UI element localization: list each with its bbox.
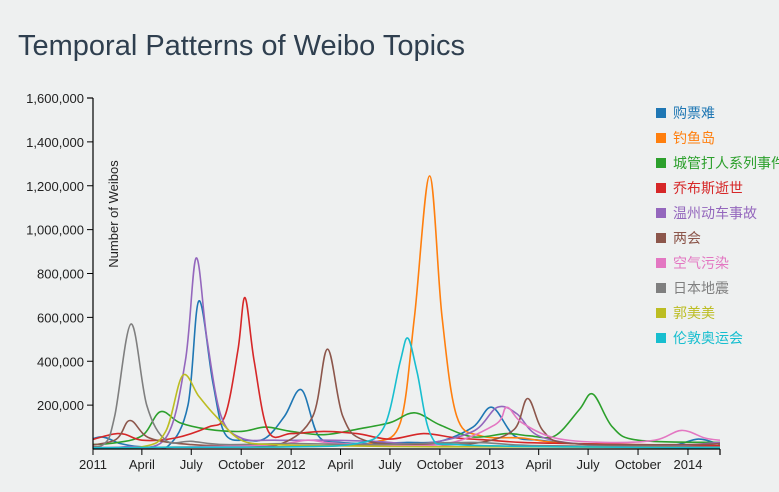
x-tick-label: October xyxy=(615,457,662,472)
legend-label: 购票难 xyxy=(673,106,715,122)
series-line-3 xyxy=(93,392,720,446)
legend-swatch xyxy=(656,208,666,218)
series-line-10 xyxy=(93,337,720,449)
series-line-6 xyxy=(93,348,720,448)
x-tick-label: July xyxy=(378,457,402,472)
legend-label: 日本地震 xyxy=(673,281,729,297)
x-tick-label: October xyxy=(218,457,265,472)
legend-swatch xyxy=(656,108,666,118)
y-tick-label: 600,000 xyxy=(37,310,84,325)
chart-title: Temporal Patterns of Weibo Topics xyxy=(18,30,466,62)
legend-swatch xyxy=(656,333,666,343)
legend-label: 郭美美 xyxy=(673,305,715,322)
series-line-8 xyxy=(93,323,720,448)
legend-label: 两会 xyxy=(673,231,701,247)
legend-label: 空气污染 xyxy=(673,256,729,272)
x-tick-label: 2012 xyxy=(277,457,306,472)
legend-swatch xyxy=(656,258,666,268)
series-line-4 xyxy=(93,296,720,447)
legend-swatch xyxy=(656,183,666,193)
y-axis-label: Number of Weibos xyxy=(106,160,121,268)
y-tick-label: 1,600,000 xyxy=(26,91,84,106)
legend-swatch xyxy=(656,158,666,168)
legend-swatch xyxy=(656,283,666,293)
x-tick-label: October xyxy=(417,457,464,472)
y-tick-label: 1,400,000 xyxy=(26,135,84,150)
legend-swatch xyxy=(656,133,666,143)
legend-label: 伦敦奥运会 xyxy=(673,330,743,347)
y-tick-label: 800,000 xyxy=(37,267,84,282)
x-tick-label: April xyxy=(526,457,552,472)
legend-swatch xyxy=(656,308,666,318)
x-tick-label: July xyxy=(180,457,204,472)
legend-label: 城管打人系列事件 xyxy=(673,155,779,172)
y-tick-label: 1,200,000 xyxy=(26,179,84,194)
x-tick-label: 2014 xyxy=(674,457,703,472)
x-tick-label: April xyxy=(129,457,155,472)
x-tick-label: April xyxy=(328,457,354,472)
y-tick-label: 200,000 xyxy=(37,398,84,413)
x-tick-label: 2013 xyxy=(475,457,504,472)
legend-label: 乔布斯逝世 xyxy=(673,181,743,197)
x-tick-label: 2011 xyxy=(79,457,107,472)
legend-label: 钓鱼岛 xyxy=(673,130,715,147)
x-tick-label: July xyxy=(577,457,601,472)
y-tick-label: 1,000,000 xyxy=(26,223,84,238)
y-tick-label: 400,000 xyxy=(37,354,84,369)
legend-swatch xyxy=(656,233,666,243)
legend-label: 温州动车事故 xyxy=(673,205,757,222)
